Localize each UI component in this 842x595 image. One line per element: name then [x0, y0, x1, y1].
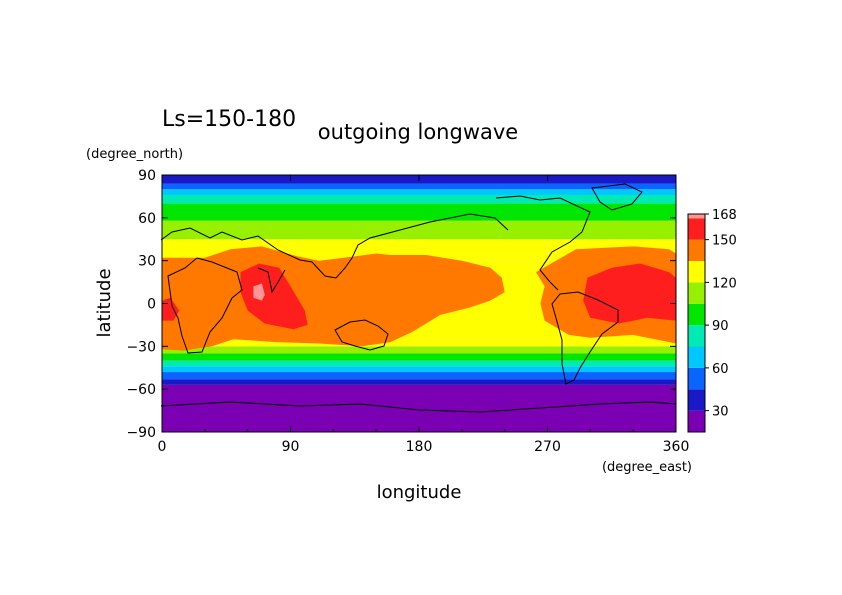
coastline-eurasia [160, 213, 509, 279]
y-tick-label: −60 [126, 382, 156, 398]
colorbar-swatch [688, 325, 705, 347]
colorbar-tick-label: 120 [712, 276, 737, 291]
field-regions [162, 246, 676, 351]
coastline-india [257, 267, 286, 294]
x-tick-label: 180 [406, 439, 433, 455]
y-tick-label: 90 [138, 168, 156, 184]
field-region [253, 283, 265, 301]
zonal-band [162, 360, 676, 367]
coastline-north-america [495, 195, 591, 291]
chart-title: outgoing longwave [318, 120, 518, 144]
coastline-africa [167, 257, 243, 354]
colorbar-frame [687, 213, 706, 433]
y-tick-label: 0 [147, 297, 156, 313]
zonal-band [162, 372, 676, 380]
coastline-south-america [551, 291, 619, 385]
colorbar-tick-label: 60 [712, 362, 729, 377]
colorbar-swatch [688, 261, 705, 283]
zonal-band [162, 183, 676, 190]
colorbar-swatch [688, 346, 705, 368]
coastline-greenland [591, 183, 643, 211]
y-axis-title: latitude [94, 268, 115, 337]
colorbar-swatch [688, 410, 705, 432]
x-tick-label: 90 [282, 439, 300, 455]
colorbar-swatch [688, 389, 705, 411]
coastline-antarctica [160, 401, 677, 413]
heatmap-plot-area [160, 174, 677, 433]
y-tick-label: 30 [138, 254, 156, 270]
colorbar-swatch [688, 214, 705, 219]
x-tick-label: 0 [158, 439, 167, 455]
zonal-band [162, 353, 676, 361]
coastline-australia [334, 319, 389, 351]
colorbar-tick-label: 30 [712, 405, 729, 420]
colorbar-tick-label: 90 [712, 319, 729, 334]
season-label: Ls=150-180 [162, 107, 296, 132]
field-region [583, 263, 676, 324]
colorbar-swatch [688, 218, 705, 240]
y-units-label: (degree_north) [86, 147, 183, 162]
colorbar-swatch [688, 282, 705, 304]
colorbar-swatch [688, 367, 705, 390]
x-axis-title: longitude [377, 482, 462, 503]
colorbar-swatch [688, 239, 705, 262]
x-tick-label: 270 [534, 439, 561, 455]
colorbar-swatch [688, 303, 705, 326]
field-region [240, 263, 308, 330]
colorbar-tick-label: 150 [712, 234, 737, 249]
x-axis-ticks: 0 90 180 270 360 [158, 175, 690, 455]
zonal-band [162, 384, 676, 432]
colorbar-tick-label: 168 [712, 208, 737, 223]
zonal-band [162, 189, 676, 195]
x-units-label: (degree_east) [602, 460, 692, 475]
y-tick-label: −90 [126, 425, 156, 441]
zonal-band [162, 194, 676, 204]
colorbar: 30 60 90 120 150 168 [687, 208, 737, 433]
y-tick-label: 60 [138, 211, 156, 227]
coastlines [160, 183, 677, 413]
x-tick-label: 360 [663, 439, 690, 455]
y-tick-label: −30 [126, 339, 156, 355]
zonal-band [162, 366, 676, 373]
zonal-band [162, 220, 676, 240]
y-axis-ticks: 90 60 30 0 −30 −60 −90 [126, 168, 676, 441]
zonal-band [162, 379, 676, 385]
zonal-band [162, 203, 676, 221]
zonal-band [162, 346, 676, 354]
